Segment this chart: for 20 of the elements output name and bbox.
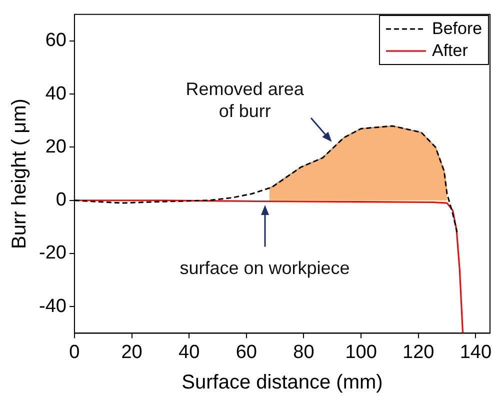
x-axis-title: Surface distance (mm) xyxy=(182,372,383,394)
annotation: Removed area of burr xyxy=(184,78,305,122)
x-tick-label: 140 xyxy=(460,342,492,363)
annotation: surface on workpiece xyxy=(178,257,351,280)
x-tick-label: 20 xyxy=(121,342,142,363)
x-tick-label: 120 xyxy=(402,342,434,363)
y-tick-label: -20 xyxy=(38,242,66,264)
x-tick-label: 100 xyxy=(345,342,377,363)
y-tick-label: 60 xyxy=(45,30,66,52)
y-axis-title: Burr height ( μm) xyxy=(8,98,31,250)
y-tick-label: 20 xyxy=(45,136,66,158)
y-tick-label: -40 xyxy=(38,296,66,317)
legend-label: Before xyxy=(432,19,482,40)
x-tick-label: 0 xyxy=(69,342,80,363)
y-tick-label: 40 xyxy=(45,83,66,104)
x-tick-label: 80 xyxy=(293,342,314,363)
y-tick-label: 0 xyxy=(56,190,66,211)
x-tick-label: 40 xyxy=(178,342,200,363)
legend-label: After xyxy=(432,41,468,62)
x-tick-label: 60 xyxy=(236,342,257,363)
